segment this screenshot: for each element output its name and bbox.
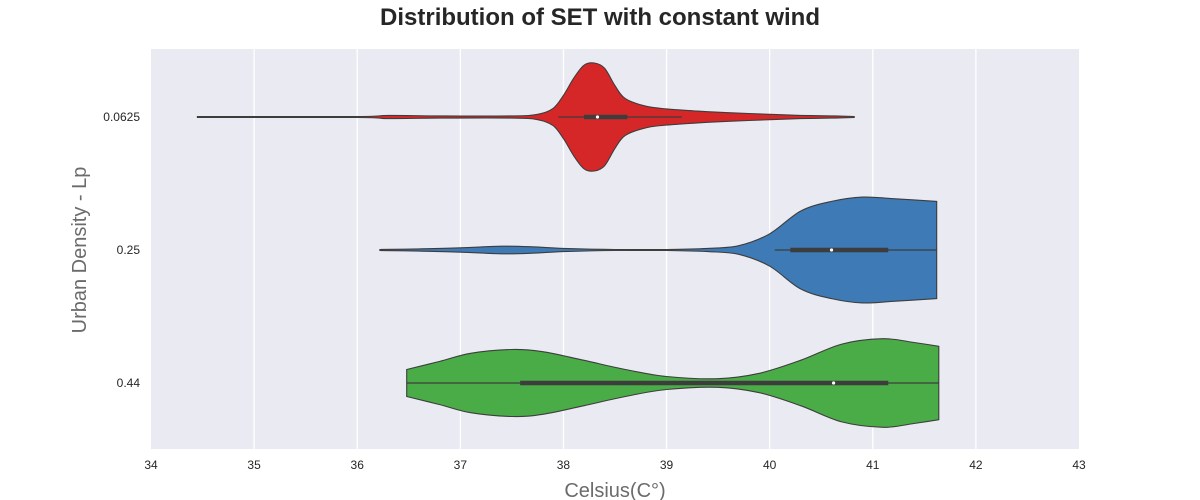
x-tick-label: 39 (660, 458, 674, 472)
x-axis-title: Celsius(C°) (564, 480, 665, 500)
x-tick-label: 40 (763, 458, 777, 472)
y-tick-label: 0.25 (117, 243, 141, 257)
y-tick-label: 0.0625 (103, 110, 140, 124)
violin-body (196, 62, 855, 172)
x-axis-ticks: 34 35 36 37 38 39 40 41 42 43 (144, 458, 1086, 472)
x-tick-label: 41 (866, 458, 880, 472)
x-tick-label: 38 (557, 458, 571, 472)
median-dot (829, 248, 834, 252)
y-tick-label: 0.44 (117, 376, 141, 390)
median-dot (831, 381, 836, 385)
median-dot (595, 115, 600, 119)
x-tick-label: 36 (351, 458, 365, 472)
violin-body (379, 196, 938, 304)
y-axis-ticks: 0.0625 0.25 0.44 (103, 110, 140, 390)
violin-0.0625 (196, 62, 855, 172)
x-tick-label: 42 (969, 458, 983, 472)
x-tick-label: 34 (144, 458, 158, 472)
y-axis-title: Urban Density - Lp (69, 167, 91, 334)
x-tick-label: 35 (247, 458, 261, 472)
violin-0.25 (379, 196, 938, 304)
violin-0.44 (406, 338, 940, 428)
x-tick-label: 37 (454, 458, 468, 472)
chart-title: Distribution of SET with constant wind (380, 4, 820, 31)
violins (196, 62, 940, 428)
x-tick-label: 43 (1072, 458, 1086, 472)
